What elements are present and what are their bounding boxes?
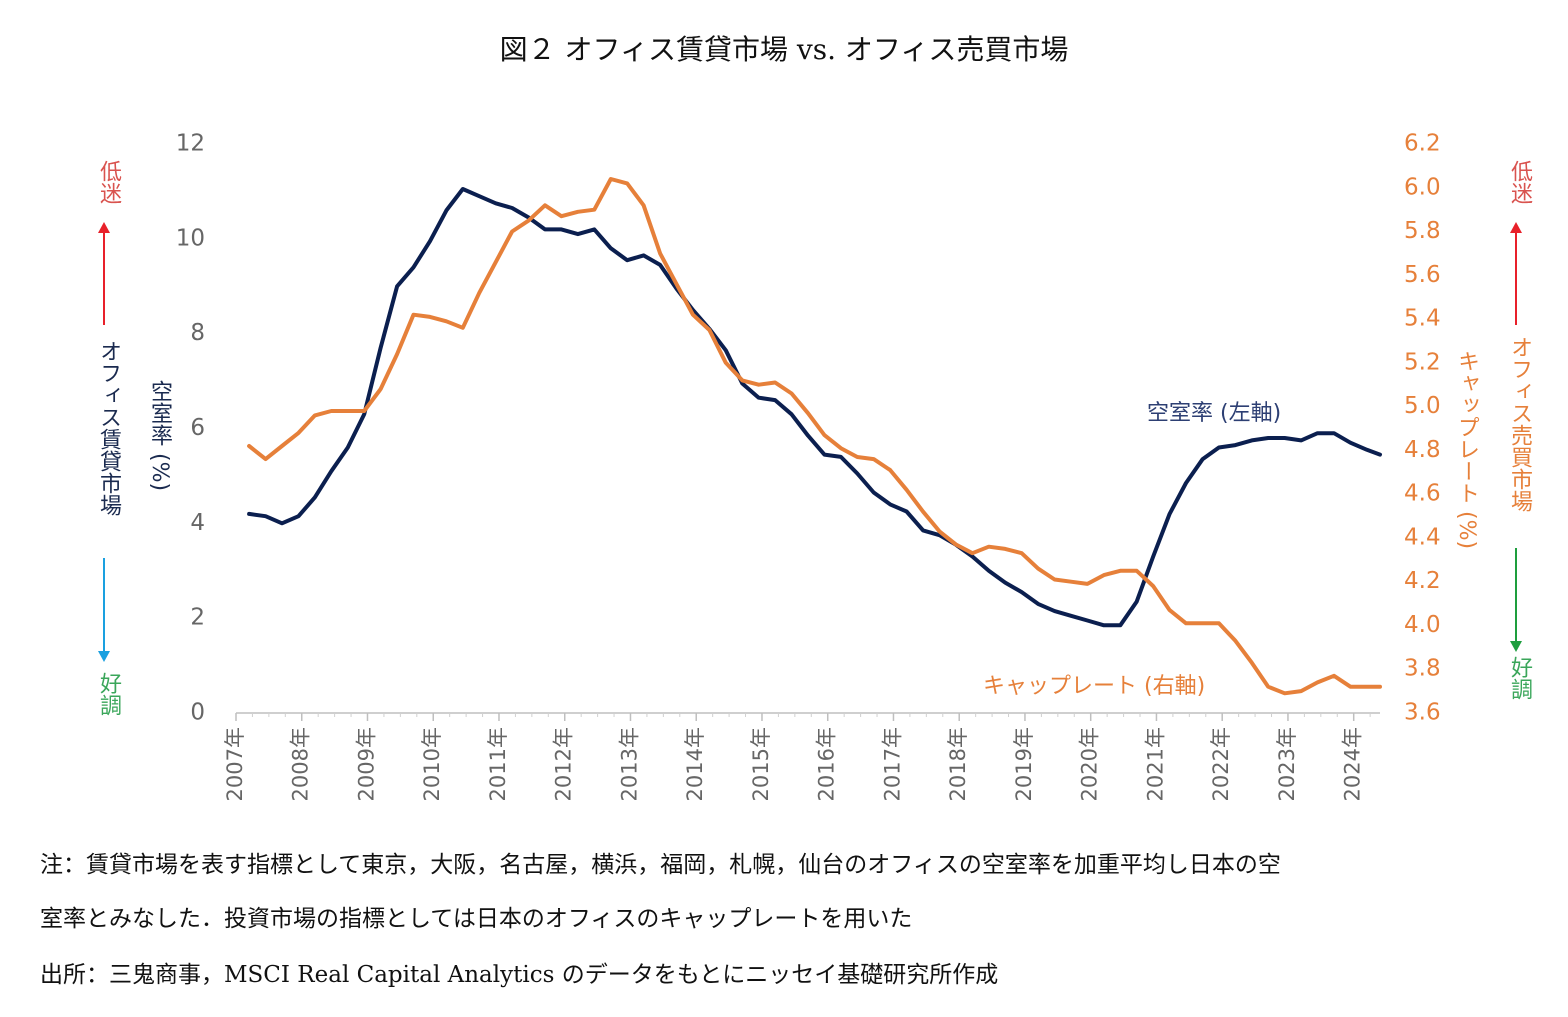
caprate-series-line (247, 177, 1382, 696)
y-right-tick-label: 6.0 (1404, 174, 1441, 200)
source-line: 出所：三鬼商事，MSCI Real Capital Analytics のデータ… (40, 962, 999, 988)
left-bad-label: 低迷 (96, 160, 121, 204)
left-good-label: 好調 (96, 672, 121, 716)
x-tick-label: 2019年 (1012, 727, 1036, 801)
x-tick-label: 2014年 (683, 727, 707, 801)
y-right-tick-label: 6.2 (1404, 131, 1441, 157)
y-left-tick-label: 4 (190, 510, 205, 536)
y-right-tick-label: 5.6 (1404, 262, 1441, 288)
y-right-tick-label: 5.0 (1404, 393, 1441, 419)
x-tick-label: 2023年 (1275, 727, 1299, 801)
y-left-tick-label: 6 (190, 415, 205, 441)
left-up-arrow-head (98, 222, 110, 233)
y-left-tick-label: 12 (176, 131, 205, 157)
x-tick-label: 2011年 (486, 727, 510, 801)
note-line-2: 室率とみなした．投資市場の指標としては日本のオフィスのキャップレートを用いた (40, 906, 913, 932)
x-tick-label: 2020年 (1078, 727, 1102, 801)
x-tick-label: 2013年 (617, 727, 641, 801)
caprate-series-label: キャップレート (右軸) (983, 674, 1206, 699)
y-right-tick-label: 4.6 (1404, 481, 1441, 507)
x-tick-label: 2008年 (289, 727, 313, 801)
right-up-arrow-head (1510, 222, 1522, 233)
x-tick-label: 2009年 (354, 727, 378, 801)
right-market-label: オフィス売買市場 (1507, 336, 1532, 512)
x-tick-label: 2016年 (815, 727, 839, 801)
x-tick-label: 2010年 (420, 727, 444, 801)
vacancy-series-label: 空室率 (左軸) (1147, 401, 1282, 426)
y-left-tick-label: 8 (190, 320, 205, 346)
y-left-tick-label: 2 (190, 605, 205, 631)
y-left-tick-label: 10 (176, 225, 205, 251)
y-right-tick-label: 4.2 (1404, 568, 1441, 594)
y-right-tick-label: 3.8 (1404, 656, 1441, 682)
y-left-tick-label: 0 (190, 700, 205, 726)
x-tick-label: 2018年 (946, 727, 970, 801)
y-right-tick-label: 4.8 (1404, 437, 1441, 463)
x-tick-label: 2022年 (1209, 727, 1233, 801)
x-tick-label: 2012年 (552, 727, 576, 801)
y-right-tick-label: 5.2 (1404, 349, 1441, 375)
y-right-axis-title: キャップレート (%) (1454, 350, 1479, 550)
y-right-tick-label: 4.0 (1404, 612, 1441, 638)
right-bad-label: 低迷 (1507, 160, 1532, 204)
note-line-1: 注：賃貸市場を表す指標として東京，大阪，名古屋，横浜，福岡，札幌，仙台のオフィス… (40, 852, 1281, 878)
line-chart: 2007年 2008年 2009年 2010年 2011年 2012年 2013年 2014年… (98, 131, 1522, 801)
x-tick-label: 2015年 (749, 727, 773, 801)
right-good-label: 好調 (1507, 656, 1532, 700)
right-down-arrow-head (1510, 641, 1522, 652)
y-right-tick-label: 4.4 (1404, 524, 1441, 550)
x-tick-label: 2021年 (1143, 727, 1167, 801)
chart-title: 図２ オフィス賃貸市場 vs. オフィス売買市場 (499, 33, 1069, 66)
vacancy-series-line (247, 187, 1382, 628)
y-right-tick-label: 5.8 (1404, 218, 1441, 244)
y-left-axis-title: 空室率 (%) (147, 380, 172, 492)
y-right-tick-label: 3.6 (1404, 700, 1441, 726)
x-tick-label: 2024年 (1341, 727, 1365, 801)
y-right-tick-label: 5.4 (1404, 306, 1441, 332)
x-tick-label: 2017年 (880, 727, 904, 801)
x-tick-label: 2007年 (223, 727, 247, 801)
left-down-arrow-head (98, 651, 110, 662)
left-market-label: オフィス賃貸市場 (96, 340, 121, 516)
